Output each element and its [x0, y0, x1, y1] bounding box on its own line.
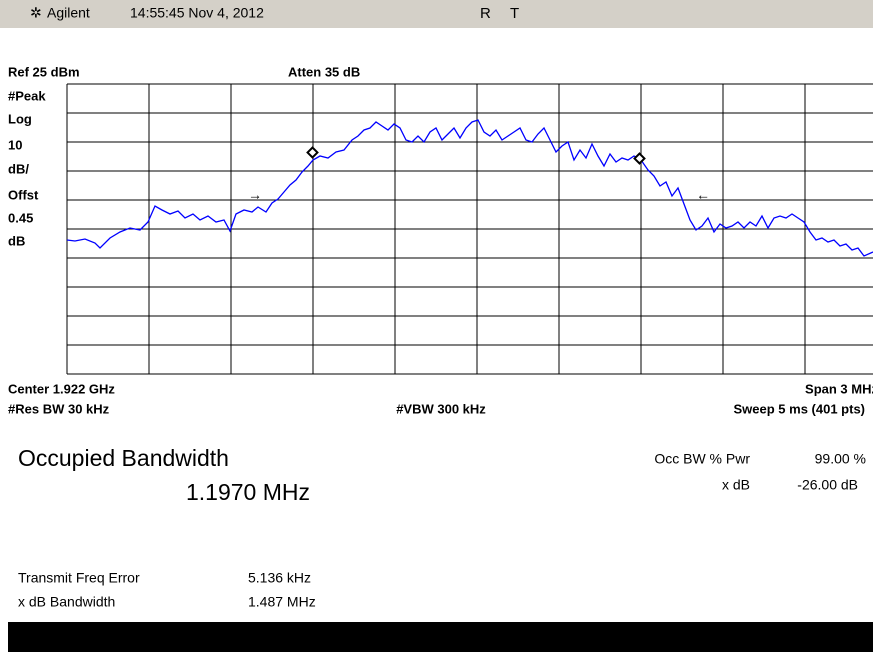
- param-value: -26.00 dB: [797, 477, 858, 493]
- status: T: [510, 5, 519, 22]
- sweep: Sweep 5 ms (401 pts): [734, 401, 866, 416]
- brand: Agilent: [47, 5, 90, 21]
- result-title: Occupied Bandwidth: [18, 445, 229, 471]
- arrow: ←: [696, 187, 710, 203]
- vbw: #VBW 300 kHz: [396, 401, 486, 416]
- scale-label: Offst: [8, 187, 39, 202]
- res-bw: #Res BW 30 kHz: [8, 401, 110, 416]
- param-label: x dB: [722, 477, 750, 493]
- softkey-bar: [8, 622, 873, 652]
- graticule: [66, 83, 873, 375]
- metric-value: 1.487 MHz: [248, 594, 316, 610]
- logo: ✲: [30, 5, 42, 21]
- marker: [306, 146, 319, 159]
- scale-labels: #Peak Log 10 dB/Offst 0.45 dB: [8, 88, 46, 248]
- metric-label: x dB Bandwidth: [18, 594, 115, 610]
- param-label: Occ BW % Pwr: [654, 451, 750, 467]
- timestamp: 14:55:45 Nov 4, 2012: [130, 5, 264, 21]
- scale-label: dB/: [8, 161, 29, 176]
- scale-label: dB: [8, 233, 25, 248]
- scale-label: Log: [8, 111, 32, 126]
- metric-value: 5.136 kHz: [248, 570, 311, 586]
- arrow: →: [248, 187, 262, 203]
- marker: [633, 152, 646, 165]
- status: R: [480, 5, 491, 22]
- scale-label: #Peak: [8, 88, 46, 103]
- attenuation: Atten 35 dB: [288, 64, 360, 79]
- ref-level: Ref 25 dBm: [8, 64, 80, 79]
- scale-label: 0.45: [8, 210, 33, 225]
- span: Span 3 MHz: [805, 381, 873, 396]
- title-bar: [0, 0, 873, 28]
- result-value: 1.1970 MHz: [186, 479, 310, 505]
- trace: [66, 119, 873, 257]
- param-value: 99.00 %: [815, 451, 866, 467]
- metric-label: Transmit Freq Error: [18, 570, 140, 586]
- center-freq: Center 1.922 GHz: [8, 381, 115, 396]
- scale-label: 10: [8, 137, 22, 152]
